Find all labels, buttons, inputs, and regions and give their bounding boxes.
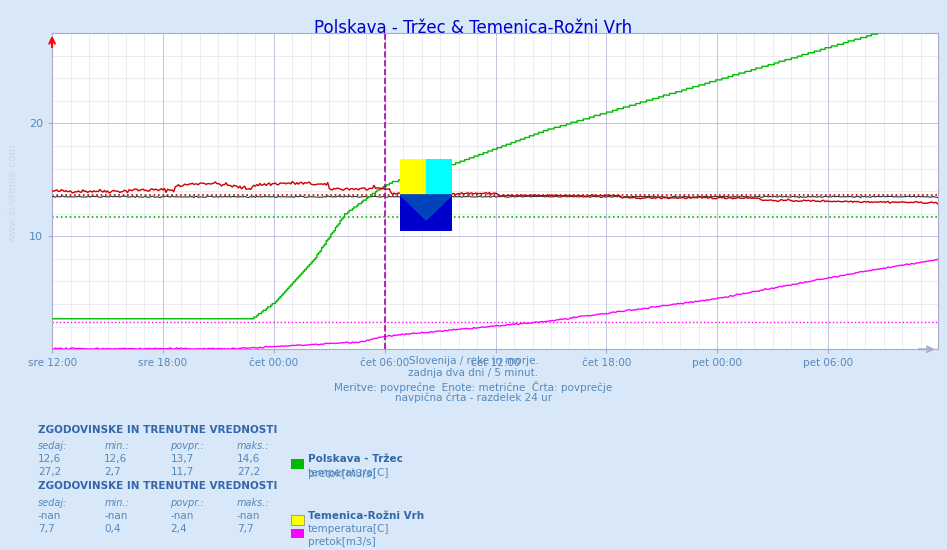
Bar bbox=[400, 159, 426, 195]
Text: 13,7: 13,7 bbox=[170, 454, 194, 464]
Text: ZGODOVINSKE IN TRENUTNE VREDNOSTI: ZGODOVINSKE IN TRENUTNE VREDNOSTI bbox=[38, 481, 277, 491]
Text: www.si-vreme.com: www.si-vreme.com bbox=[8, 143, 17, 242]
Text: 2,7: 2,7 bbox=[104, 468, 121, 477]
Text: temperatura[C]: temperatura[C] bbox=[308, 524, 389, 534]
Text: maks.:: maks.: bbox=[237, 498, 269, 508]
Text: temperatura[C]: temperatura[C] bbox=[308, 468, 389, 477]
Text: sedaj:: sedaj: bbox=[38, 498, 67, 508]
Text: 2,4: 2,4 bbox=[170, 524, 188, 534]
Text: 0,4: 0,4 bbox=[104, 524, 120, 534]
Text: Slovenija / reke in morje.: Slovenija / reke in morje. bbox=[408, 356, 539, 366]
Text: -nan: -nan bbox=[38, 511, 62, 521]
Text: 12,6: 12,6 bbox=[104, 454, 128, 464]
Text: ZGODOVINSKE IN TRENUTNE VREDNOSTI: ZGODOVINSKE IN TRENUTNE VREDNOSTI bbox=[38, 425, 277, 435]
Text: povpr.:: povpr.: bbox=[170, 441, 205, 451]
Text: navpična črta - razdelek 24 ur: navpična črta - razdelek 24 ur bbox=[395, 393, 552, 403]
Text: 11,7: 11,7 bbox=[170, 468, 194, 477]
Text: pretok[m3/s]: pretok[m3/s] bbox=[308, 537, 376, 547]
Text: Meritve: povprečne  Enote: metrične  Črta: povprečje: Meritve: povprečne Enote: metrične Črta:… bbox=[334, 381, 613, 393]
Text: 27,2: 27,2 bbox=[237, 468, 260, 477]
Text: min.:: min.: bbox=[104, 498, 129, 508]
Text: -nan: -nan bbox=[170, 511, 194, 521]
Text: 27,2: 27,2 bbox=[38, 468, 62, 477]
Text: zadnja dva dni / 5 minut.: zadnja dva dni / 5 minut. bbox=[408, 368, 539, 378]
Text: Polskava - Tržec & Temenica-Rožni Vrh: Polskava - Tržec & Temenica-Rožni Vrh bbox=[314, 19, 633, 37]
Text: -nan: -nan bbox=[104, 511, 128, 521]
Bar bbox=[426, 159, 452, 195]
Text: povpr.:: povpr.: bbox=[170, 498, 205, 508]
Text: min.:: min.: bbox=[104, 441, 129, 451]
Bar bbox=[400, 195, 452, 230]
Text: sedaj:: sedaj: bbox=[38, 441, 67, 451]
Text: 14,6: 14,6 bbox=[237, 454, 260, 464]
Text: 7,7: 7,7 bbox=[38, 524, 55, 534]
Text: pretok[m3/s]: pretok[m3/s] bbox=[308, 469, 376, 478]
Text: -nan: -nan bbox=[237, 511, 260, 521]
Text: 12,6: 12,6 bbox=[38, 454, 62, 464]
Text: Temenica-Rožni Vrh: Temenica-Rožni Vrh bbox=[308, 511, 424, 521]
Text: maks.:: maks.: bbox=[237, 441, 269, 451]
Text: Polskava - Tržec: Polskava - Tržec bbox=[308, 454, 402, 464]
Polygon shape bbox=[400, 195, 452, 220]
Text: 7,7: 7,7 bbox=[237, 524, 254, 534]
